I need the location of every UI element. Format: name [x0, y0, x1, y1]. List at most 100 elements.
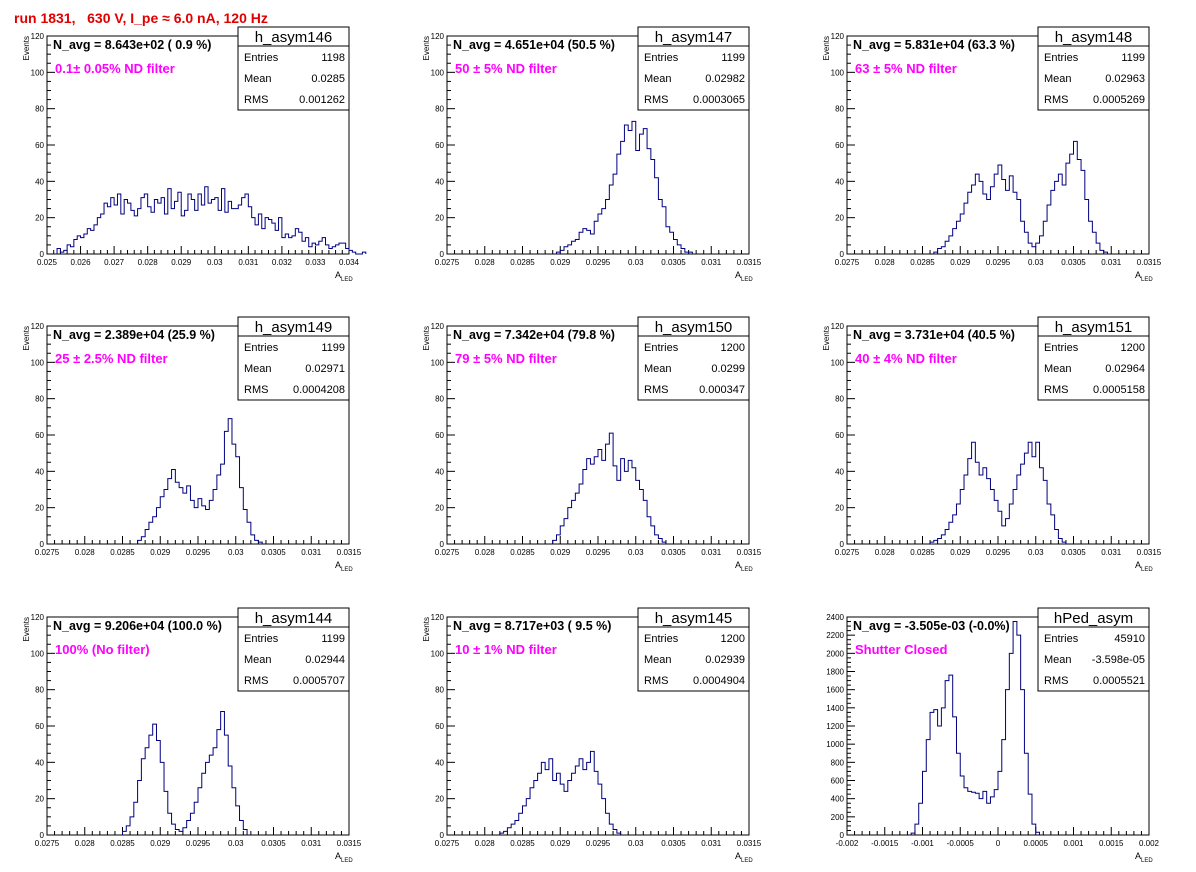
y-tick-label: 60	[35, 722, 44, 731]
histogram-line	[552, 432, 667, 544]
stats-value: 0.0285	[311, 73, 345, 85]
y-tick-label: 40	[835, 177, 844, 186]
x-tick-label: 0.0285	[910, 548, 935, 557]
stats-box	[237, 607, 350, 692]
histogram-panel: 0 200 400 600 800 1000 1200 1400 1600 1800 2000 220…	[826, 607, 1160, 864]
y-tick-label: 40	[35, 467, 44, 476]
x-tick-label: 0.031	[701, 258, 722, 267]
filter-note: 100% (No filter)	[55, 642, 150, 657]
stats-value: 45910	[1114, 633, 1145, 645]
x-tick-label: 0.03	[207, 258, 223, 267]
y-axis-label: Events	[822, 326, 831, 350]
x-tick-label: 0.0275	[35, 839, 60, 848]
histogram-name: h_asym145	[655, 610, 733, 627]
histogram-line	[929, 441, 1067, 544]
histogram-panel: 0 20 40 60 80 100 120 0.0275 0.028 0.0285 0.029 0.0…	[822, 26, 1162, 283]
y-axis-label: Events	[822, 36, 831, 60]
x-tick-label: 0.031	[301, 548, 322, 557]
y-tick-label: 1000	[826, 740, 844, 749]
x-axis-label-sub: LED	[1141, 567, 1153, 573]
x-tick-label: 0.0275	[35, 548, 60, 557]
stats-label: Entries	[244, 342, 279, 354]
x-tick-label: 0.0295	[586, 258, 611, 267]
x-tick-label: 0.0315	[1137, 258, 1162, 267]
filter-note: 10 ± 1% ND filter	[455, 642, 557, 657]
x-axis-label: ALED	[735, 560, 753, 573]
y-tick-label: 1800	[826, 668, 844, 677]
x-tick-label: 0.0285	[910, 258, 935, 267]
y-tick-label: 0	[840, 250, 845, 259]
histogram-line	[555, 120, 693, 254]
y-tick-label: 2400	[826, 613, 844, 622]
y-tick-label: 120	[31, 322, 45, 331]
x-tick-label: 0.001	[1063, 839, 1084, 848]
x-tick-label: 0.029	[550, 839, 571, 848]
x-tick-label: 0.028	[475, 258, 496, 267]
x-tick-label: -0.0005	[947, 839, 975, 848]
stats-value: 0.0005521	[1093, 675, 1145, 687]
y-tick-label: 20	[435, 795, 444, 804]
stats-label: RMS	[644, 94, 668, 106]
x-tick-label: 0.031	[1101, 548, 1122, 557]
stats-value: 0.02982	[705, 73, 745, 85]
x-tick-label: 0.0315	[737, 839, 762, 848]
y-tick-label: 100	[431, 68, 445, 77]
x-axis-label-sub: LED	[341, 567, 353, 573]
histogram-name: h_asym150	[655, 319, 733, 336]
y-tick-label: 60	[835, 141, 844, 150]
x-axis-label: ALED	[1135, 851, 1153, 864]
x-tick-label: 0.03	[628, 258, 644, 267]
histogram-name: hPed_asym	[1054, 610, 1133, 627]
stats-value: 1200	[721, 633, 745, 645]
histogram-line	[122, 710, 248, 835]
navg-label: N_avg = -3.505e-03 (-0.0%)	[853, 619, 1010, 633]
stats-label: Mean	[644, 654, 672, 666]
y-tick-label: 2200	[826, 631, 844, 640]
stats-value: 0.02971	[305, 363, 345, 375]
y-tick-label: 20	[35, 795, 44, 804]
x-tick-label: 0.028	[75, 839, 96, 848]
stats-value: 1199	[721, 52, 745, 64]
filter-note: 40 ± 4% ND filter	[855, 351, 957, 366]
x-tick-label: 0.031	[238, 258, 259, 267]
x-tick-label: 0.0275	[435, 258, 460, 267]
y-tick-label: 20	[35, 214, 44, 223]
y-tick-label: 400	[831, 795, 845, 804]
x-axis-label-main: A	[335, 560, 341, 570]
stats-value: 0.02964	[1105, 363, 1145, 375]
y-axis-label: Events	[422, 326, 431, 350]
x-tick-label: 0.0305	[1061, 258, 1086, 267]
y-tick-label: 1600	[826, 686, 844, 695]
stats-value: 0.0005158	[1093, 384, 1145, 396]
y-axis-label: Events	[22, 617, 31, 641]
x-tick-label: 0.031	[701, 839, 722, 848]
stats-value: 0.02963	[1105, 73, 1145, 85]
histogram-name: h_asym147	[655, 29, 733, 46]
histogram-line	[56, 186, 367, 255]
y-tick-label: 0	[40, 250, 45, 259]
y-tick-label: 100	[831, 358, 845, 367]
stats-box	[237, 26, 350, 111]
x-tick-label: 0.0305	[1061, 548, 1086, 557]
stats-label: Entries	[244, 52, 279, 64]
y-tick-label: 40	[435, 467, 444, 476]
filter-note: 79 ± 5% ND filter	[455, 351, 557, 366]
stats-value: 0.0005707	[293, 675, 345, 687]
stats-label: RMS	[644, 675, 668, 687]
x-tick-label: 0.0285	[110, 548, 135, 557]
y-tick-label: 800	[831, 758, 845, 767]
x-axis-label: ALED	[335, 270, 353, 283]
y-tick-label: 2000	[826, 649, 844, 658]
stats-label: RMS	[644, 384, 668, 396]
stats-value: 0.0005269	[1093, 94, 1145, 106]
y-tick-label: 20	[835, 214, 844, 223]
y-tick-label: 80	[835, 105, 844, 114]
x-axis-label: ALED	[735, 851, 753, 864]
stats-value: 1198	[321, 52, 345, 64]
y-tick-label: 120	[831, 322, 845, 331]
stats-box	[1037, 26, 1150, 111]
stats-label: Mean	[1044, 363, 1072, 375]
x-tick-label: 0.0295	[186, 839, 211, 848]
stats-label: Mean	[1044, 654, 1072, 666]
y-tick-label: 0	[440, 540, 445, 549]
